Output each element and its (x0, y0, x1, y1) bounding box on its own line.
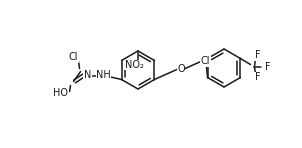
Text: F: F (255, 73, 260, 82)
Text: N: N (84, 70, 91, 81)
Text: HO: HO (53, 89, 68, 99)
Text: NO₂: NO₂ (124, 60, 143, 70)
Text: NH: NH (96, 70, 111, 81)
Text: F: F (255, 50, 260, 61)
Text: F: F (265, 62, 270, 71)
Text: Cl: Cl (201, 57, 210, 66)
Text: O: O (177, 64, 185, 74)
Text: Cl: Cl (69, 53, 78, 62)
